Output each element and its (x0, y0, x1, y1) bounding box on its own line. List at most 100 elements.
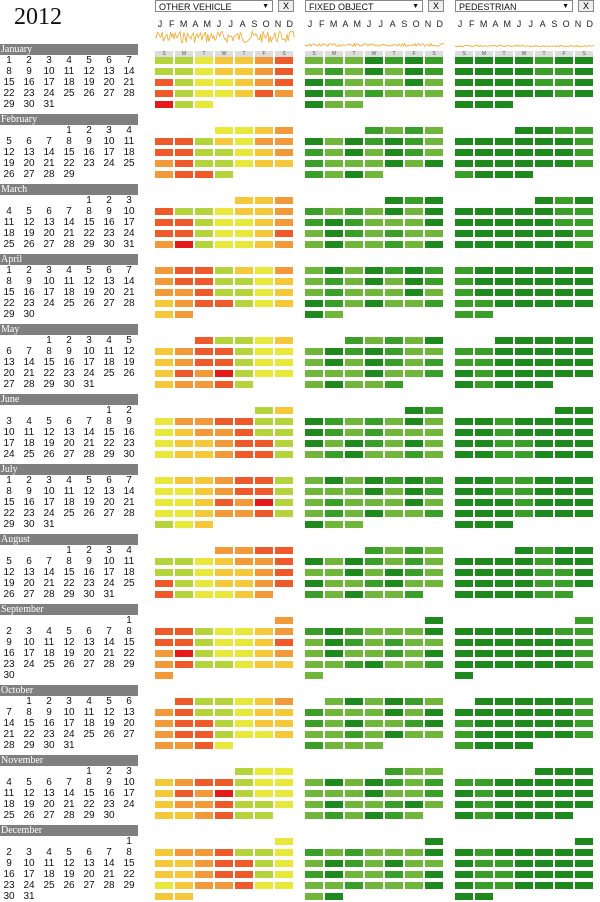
day-cell[interactable] (325, 720, 343, 727)
day-cell[interactable] (475, 801, 493, 808)
day-cell[interactable] (345, 57, 363, 64)
day-cell[interactable] (195, 591, 213, 598)
day-cell[interactable] (195, 709, 213, 716)
day-cell[interactable] (155, 558, 173, 565)
day-cell[interactable] (515, 171, 533, 178)
day-cell[interactable] (325, 381, 343, 388)
day-cell[interactable] (235, 68, 253, 75)
day-cell[interactable] (215, 337, 233, 344)
day-cell[interactable] (385, 731, 403, 738)
day-cell[interactable] (455, 90, 473, 97)
day-cell[interactable] (255, 160, 273, 167)
day-cell[interactable] (515, 90, 533, 97)
day-cell[interactable] (275, 650, 293, 657)
day-cell[interactable] (425, 698, 443, 705)
day-cell[interactable] (275, 661, 293, 668)
day-cell[interactable] (575, 300, 593, 307)
day-cell[interactable] (175, 860, 193, 867)
day-cell[interactable] (385, 300, 403, 307)
day-cell[interactable] (385, 558, 403, 565)
day-cell[interactable] (275, 407, 293, 414)
day-cell[interactable] (555, 768, 573, 775)
day-cell[interactable] (495, 370, 513, 377)
day-cell[interactable] (405, 208, 423, 215)
day-cell[interactable] (345, 451, 363, 458)
day-cell[interactable] (455, 160, 473, 167)
day-cell[interactable] (215, 230, 233, 237)
day-cell[interactable] (175, 311, 193, 318)
day-cell[interactable] (255, 499, 273, 506)
day-cell[interactable] (325, 731, 343, 738)
day-cell[interactable] (195, 381, 213, 388)
day-cell[interactable] (345, 289, 363, 296)
day-cell[interactable] (535, 90, 553, 97)
day-cell[interactable] (575, 79, 593, 86)
day-cell[interactable] (455, 860, 473, 867)
day-cell[interactable] (495, 558, 513, 565)
day-cell[interactable] (325, 477, 343, 484)
day-cell[interactable] (275, 208, 293, 215)
day-cell[interactable] (425, 208, 443, 215)
day-cell[interactable] (575, 617, 593, 624)
day-cell[interactable] (255, 241, 273, 248)
day-cell[interactable] (325, 90, 343, 97)
day-cell[interactable] (235, 790, 253, 797)
day-cell[interactable] (455, 558, 473, 565)
day-cell[interactable] (535, 720, 553, 727)
day-cell[interactable] (425, 720, 443, 727)
day-cell[interactable] (405, 488, 423, 495)
day-cell[interactable] (535, 418, 553, 425)
day-cell[interactable] (255, 639, 273, 646)
day-cell[interactable] (325, 429, 343, 436)
day-cell[interactable] (275, 348, 293, 355)
day-cell[interactable] (235, 882, 253, 889)
day-cell[interactable] (155, 510, 173, 517)
day-cell[interactable] (495, 580, 513, 587)
day-cell[interactable] (425, 849, 443, 856)
day-cell[interactable] (255, 208, 273, 215)
day-cell[interactable] (495, 429, 513, 436)
day-cell[interactable] (455, 101, 473, 108)
day-cell[interactable] (175, 241, 193, 248)
day-cell[interactable] (535, 709, 553, 716)
day-cell[interactable] (405, 359, 423, 366)
day-cell[interactable] (345, 882, 363, 889)
day-cell[interactable] (535, 230, 553, 237)
day-cell[interactable] (195, 219, 213, 226)
day-cell[interactable] (155, 893, 173, 900)
day-cell[interactable] (235, 720, 253, 727)
day-cell[interactable] (495, 359, 513, 366)
day-cell[interactable] (515, 359, 533, 366)
day-cell[interactable] (305, 812, 323, 819)
day-cell[interactable] (405, 451, 423, 458)
day-cell[interactable] (475, 348, 493, 355)
day-cell[interactable] (275, 838, 293, 845)
day-cell[interactable] (575, 720, 593, 727)
day-cell[interactable] (455, 871, 473, 878)
day-cell[interactable] (255, 488, 273, 495)
day-cell[interactable] (215, 709, 233, 716)
day-cell[interactable] (305, 742, 323, 749)
day-cell[interactable] (425, 241, 443, 248)
day-cell[interactable] (215, 359, 233, 366)
day-cell[interactable] (515, 709, 533, 716)
day-cell[interactable] (455, 672, 473, 679)
day-cell[interactable] (535, 698, 553, 705)
day-cell[interactable] (305, 418, 323, 425)
day-cell[interactable] (305, 477, 323, 484)
day-cell[interactable] (555, 591, 573, 598)
day-cell[interactable] (405, 418, 423, 425)
day-cell[interactable] (385, 127, 403, 134)
day-cell[interactable] (405, 407, 423, 414)
day-cell[interactable] (535, 812, 553, 819)
day-cell[interactable] (275, 790, 293, 797)
day-cell[interactable] (455, 893, 473, 900)
day-cell[interactable] (365, 241, 383, 248)
day-cell[interactable] (555, 359, 573, 366)
day-cell[interactable] (405, 57, 423, 64)
day-cell[interactable] (325, 68, 343, 75)
day-cell[interactable] (515, 591, 533, 598)
day-cell[interactable] (365, 790, 383, 797)
day-cell[interactable] (175, 208, 193, 215)
day-cell[interactable] (455, 569, 473, 576)
